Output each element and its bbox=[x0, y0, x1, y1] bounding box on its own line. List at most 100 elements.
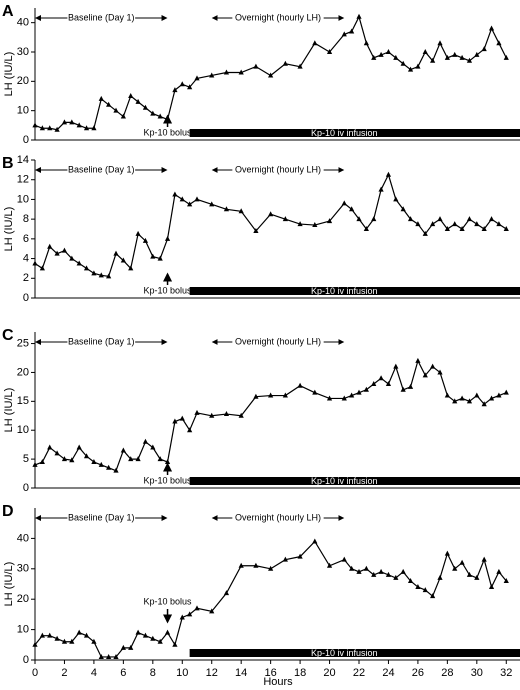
lh-point bbox=[452, 51, 458, 57]
lh-point bbox=[150, 635, 156, 641]
label-bg bbox=[232, 336, 324, 348]
overnight-label: Overnight (hourly LH) bbox=[235, 164, 321, 174]
y-axis-label: LH (IU/L) bbox=[3, 388, 15, 433]
baseline-label: Baseline (Day 1) bbox=[68, 164, 135, 174]
lh-point bbox=[164, 235, 171, 241]
y-tick-label: 40 bbox=[17, 532, 29, 544]
lh-point bbox=[444, 392, 450, 398]
lh-point bbox=[459, 559, 465, 565]
lh-point bbox=[157, 255, 163, 261]
lh-point bbox=[349, 392, 355, 398]
infusion-bar bbox=[189, 129, 520, 137]
lh-point bbox=[488, 584, 495, 590]
lh-point bbox=[39, 632, 45, 638]
lh-point bbox=[415, 221, 421, 227]
y-tick-label: 5 bbox=[23, 453, 29, 465]
lh-point bbox=[393, 54, 399, 60]
lh-point bbox=[98, 95, 104, 101]
lh-point bbox=[488, 25, 495, 31]
lh-point bbox=[496, 392, 502, 398]
lh-point bbox=[466, 571, 473, 577]
lh-point bbox=[452, 398, 458, 404]
lh-point bbox=[98, 653, 104, 659]
label-bg bbox=[232, 512, 324, 524]
lh-point bbox=[142, 104, 149, 110]
y-tick-label: 6 bbox=[23, 233, 29, 245]
lh-point bbox=[282, 60, 288, 66]
lh-point bbox=[385, 49, 392, 54]
lh-point bbox=[268, 392, 274, 398]
lh-point bbox=[430, 221, 436, 227]
lh-point bbox=[164, 116, 171, 122]
lh-point bbox=[69, 119, 75, 125]
panel-letter: A bbox=[2, 3, 14, 20]
lh-point bbox=[32, 122, 38, 128]
lh-line bbox=[34, 540, 507, 658]
lh-point bbox=[312, 222, 318, 228]
baseline-label: Baseline (Day 1) bbox=[68, 512, 135, 522]
lh-point bbox=[150, 253, 156, 259]
lh-point bbox=[297, 221, 303, 227]
lh-point bbox=[297, 382, 303, 388]
lh-point bbox=[422, 587, 428, 593]
lh-point bbox=[150, 444, 156, 450]
lh-point bbox=[422, 372, 428, 378]
lh-point bbox=[496, 568, 502, 574]
infusion-label: Kp-10 iv infusion bbox=[311, 476, 378, 486]
lh-point bbox=[400, 206, 406, 212]
x-tick-label: 26 bbox=[412, 667, 424, 679]
lh-point bbox=[32, 461, 38, 467]
lh-point bbox=[474, 221, 480, 227]
lh-point bbox=[378, 186, 384, 192]
lh-point bbox=[128, 93, 134, 98]
lh-point bbox=[120, 447, 126, 453]
lh-point bbox=[268, 565, 274, 571]
lh-point bbox=[69, 255, 75, 261]
lh-point bbox=[326, 218, 333, 224]
lh-point bbox=[363, 226, 369, 231]
lh-point bbox=[415, 63, 421, 69]
lh-point bbox=[76, 122, 82, 128]
y-tick-label: 25 bbox=[17, 337, 29, 349]
lh-point bbox=[400, 60, 406, 66]
lh-point bbox=[106, 653, 112, 659]
lh-point bbox=[83, 265, 90, 271]
lh-point bbox=[341, 556, 347, 562]
lh-point bbox=[98, 272, 104, 278]
lh-point bbox=[91, 125, 97, 131]
y-tick-label: 10 bbox=[17, 193, 29, 205]
lh-point bbox=[378, 51, 384, 57]
x-tick-label: 4 bbox=[91, 667, 97, 679]
lh-point bbox=[378, 375, 384, 381]
label-bg bbox=[232, 12, 324, 24]
y-tick-label: 20 bbox=[17, 366, 29, 378]
panel-letter: C bbox=[2, 327, 14, 344]
x-tick-label: 22 bbox=[353, 667, 365, 679]
lh-point bbox=[503, 389, 509, 395]
lh-point bbox=[32, 641, 38, 647]
x-tick-label: 14 bbox=[235, 667, 247, 679]
lh-point bbox=[209, 412, 215, 418]
lh-point bbox=[326, 395, 333, 401]
lh-point bbox=[371, 571, 377, 577]
lh-point bbox=[47, 243, 53, 249]
lh-point bbox=[422, 49, 428, 54]
lh-point bbox=[326, 562, 333, 568]
baseline-label: Baseline (Day 1) bbox=[68, 12, 135, 22]
lh-point bbox=[371, 381, 377, 386]
lh-point bbox=[452, 565, 458, 571]
lh-point bbox=[238, 208, 244, 214]
lh-point bbox=[437, 40, 443, 46]
x-axis-label: Hours bbox=[263, 676, 293, 688]
x-tick-label: 8 bbox=[150, 667, 156, 679]
lh-point bbox=[61, 638, 68, 644]
y-tick-label: 0 bbox=[23, 134, 29, 146]
y-tick-label: 15 bbox=[17, 395, 29, 407]
infusion-label: Kp-10 iv infusion bbox=[311, 128, 378, 138]
label-bg bbox=[67, 512, 136, 524]
lh-point bbox=[61, 456, 68, 462]
lh-point bbox=[172, 87, 178, 93]
lh-point bbox=[312, 538, 318, 544]
x-tick-label: 6 bbox=[120, 667, 126, 679]
lh-point bbox=[437, 216, 443, 222]
